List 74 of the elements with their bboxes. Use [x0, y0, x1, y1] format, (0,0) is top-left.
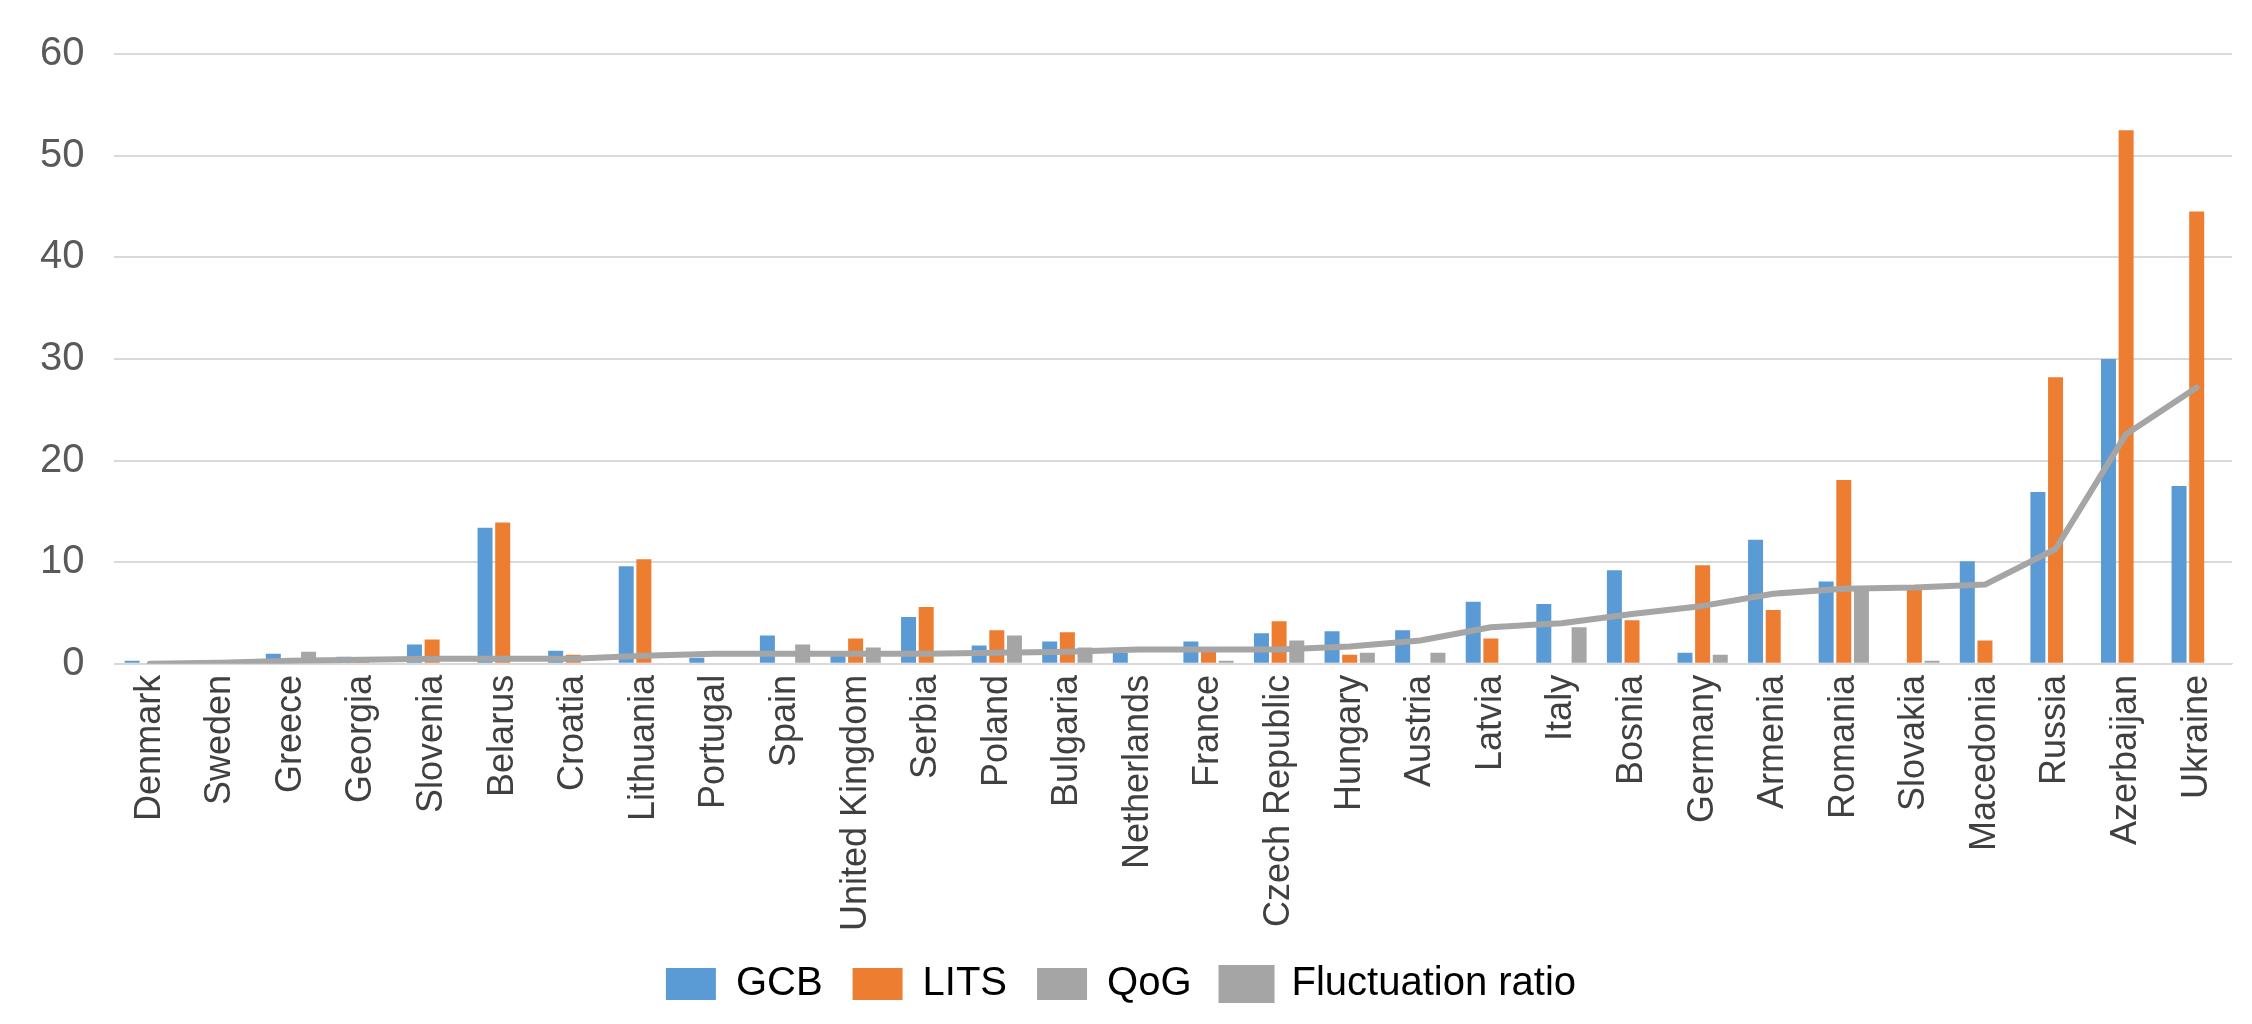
x-tick-label: Poland [973, 674, 1015, 787]
x-tick-label: Azerbaijan [2103, 674, 2145, 845]
bar [1959, 561, 1975, 663]
x-tick-label: Germany [1679, 674, 1721, 823]
bar [1606, 570, 1622, 663]
bar [1536, 603, 1552, 663]
bar [1765, 609, 1781, 663]
x-tick-label: Russia [2032, 673, 2074, 785]
bar [1836, 479, 1852, 663]
bar [618, 566, 634, 663]
x-tick-label: France [1185, 674, 1227, 787]
legend-label: GCB [735, 959, 823, 1004]
bar [495, 522, 511, 663]
bar [1924, 660, 1940, 663]
bar [477, 527, 493, 663]
x-tick-label: Macedonia [1961, 673, 2003, 851]
x-tick-label: Italy [1538, 674, 1580, 741]
bar [2118, 130, 2134, 663]
bar [1748, 539, 1764, 663]
x-tick-label: Belarus [479, 674, 521, 797]
bar [1112, 652, 1128, 663]
y-tick-label: 0 [62, 638, 85, 683]
bar [1430, 652, 1446, 663]
x-tick-label: Romania [1820, 673, 1862, 819]
y-tick-label: 40 [39, 232, 85, 277]
x-tick-label: Bosnia [1608, 673, 1650, 785]
bar [636, 559, 652, 663]
bar [1342, 654, 1358, 663]
x-tick-label: Bulgaria [1044, 673, 1086, 807]
x-tick-label: Czech Republic [1256, 674, 1298, 927]
x-tick-label: Greece [267, 674, 309, 793]
x-tick-label: Sweden [197, 674, 239, 805]
y-tick-label: 60 [39, 29, 85, 74]
legend-label: LITS [922, 959, 1008, 1004]
x-tick-label: Portugal [691, 674, 733, 809]
x-tick-label: Serbia [903, 673, 945, 779]
x-tick-label: Slovakia [1891, 673, 1933, 811]
bar [1906, 588, 1922, 663]
x-tick-label: Latvia [1467, 673, 1509, 771]
y-tick-label: 10 [39, 537, 85, 582]
x-tick-label: Armenia [1750, 673, 1792, 809]
bar [2100, 358, 2116, 663]
x-tick-label: Georgia [338, 673, 380, 803]
x-tick-label: Austria [1397, 673, 1439, 787]
bar [1695, 565, 1711, 663]
x-tick-label: Spain [761, 674, 803, 767]
bar [689, 657, 705, 663]
bar [1218, 660, 1234, 663]
y-tick-label: 50 [39, 130, 85, 175]
y-tick-label: 20 [39, 435, 85, 480]
x-tick-label: Ukraine [2173, 674, 2215, 799]
bar [1624, 620, 1640, 663]
bar [1818, 581, 1834, 663]
x-tick-label: Lithuania [620, 673, 662, 821]
x-tick-label: Slovenia [409, 673, 451, 813]
bar [2030, 492, 2046, 663]
legend-label: QoG [1107, 959, 1192, 1004]
bar [2171, 485, 2187, 663]
bar [1359, 652, 1375, 663]
x-tick-label: Netherlands [1114, 674, 1156, 869]
bar [1977, 640, 1993, 663]
legend-label: Fluctuation ratio [1291, 959, 1577, 1004]
bar [1571, 627, 1587, 663]
bar [2048, 377, 2064, 663]
bar [1677, 652, 1693, 663]
bar [124, 660, 140, 663]
bar [2189, 211, 2205, 663]
x-tick-label: United Kingdom [832, 674, 874, 932]
bar [1712, 654, 1728, 663]
y-tick-label: 30 [39, 333, 85, 378]
x-tick-label: Hungary [1326, 674, 1368, 811]
x-tick-label: Denmark [126, 673, 168, 821]
bar [1483, 638, 1499, 663]
x-tick-label: Croatia [550, 673, 592, 791]
